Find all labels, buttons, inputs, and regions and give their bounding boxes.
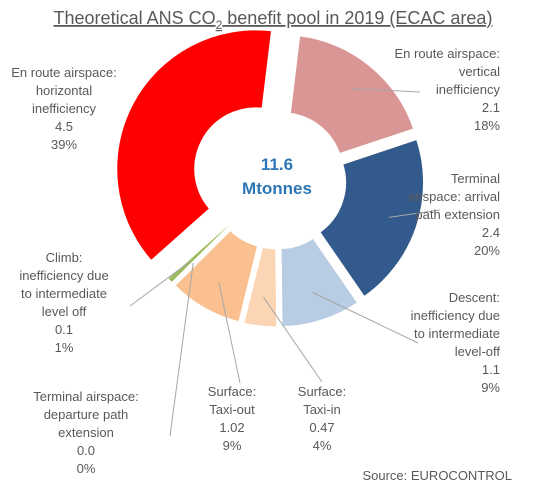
label-departure-line-0: Terminal airspace: [33, 389, 139, 404]
label-taxi-out-line-1: Taxi-out [209, 402, 255, 417]
pct-arrival: 20% [474, 243, 500, 258]
pct-descent: 9% [481, 380, 500, 395]
label-horizontal-line-1: horizontal [36, 83, 92, 98]
value-departure: 0.0 [77, 443, 95, 458]
label-climb-line-0: Climb: [46, 250, 83, 265]
pct-taxi-out: 9% [223, 438, 242, 453]
value-descent: 1.1 [482, 362, 500, 377]
pct-taxi-in: 4% [313, 438, 332, 453]
value-climb: 0.1 [55, 322, 73, 337]
label-descent-line-3: level-off [455, 344, 501, 359]
chart-title: Theoretical ANS CO2 benefit pool in 2019… [54, 8, 493, 32]
chart-title-subscript: 2 [216, 18, 223, 32]
label-descent-line-0: Descent: [449, 290, 500, 305]
label-horizontal-line-0: En route airspace: [11, 65, 117, 80]
label-taxi-in-line-0: Surface: [298, 384, 346, 399]
value-taxi-in: 0.47 [309, 420, 334, 435]
label-taxi-in: Surface: Taxi-in 0.47 4% [298, 384, 346, 453]
label-taxi-in-line-1: Taxi-in [303, 402, 341, 417]
label-horizontal: En route airspace: horizontal inefficiency… [11, 65, 117, 152]
label-descent-line-1: inefficiency due [411, 308, 500, 323]
leader-vertical [351, 88, 421, 93]
label-departure: Terminal airspace: departure path extensio… [33, 389, 139, 476]
value-taxi-out: 1.02 [219, 420, 244, 435]
slice-vertical [287, 33, 417, 157]
pct-vertical: 18% [474, 118, 500, 133]
pct-horizontal: 39% [51, 137, 77, 152]
pct-climb: 1% [55, 340, 74, 355]
label-taxi-out: Surface: Taxi-out 1.02 9% [208, 384, 256, 453]
chart-title-suffix: benefit pool in 2019 (ECAC area) [222, 8, 492, 28]
value-arrival: 2.4 [482, 225, 500, 240]
source-note: Source: EUROCONTROL [362, 468, 512, 483]
leader-lines [129, 88, 441, 437]
label-horizontal-line-2: inefficiency [32, 101, 97, 116]
label-arrival-line-1: airspace: arrival [408, 189, 500, 204]
leader-climb [129, 260, 192, 307]
value-vertical: 2.1 [482, 100, 500, 115]
slice-labels: En route airspace: vertical inefficiency 2.… [11, 46, 500, 476]
leader-taxi-out [218, 282, 241, 384]
center-unit: Mtonnes [242, 179, 312, 198]
label-arrival: Terminal airspace: arrival path extension 2… [408, 171, 500, 258]
slices-group [114, 27, 427, 330]
label-vertical-line-0: En route airspace: [394, 46, 500, 61]
slice-taxi-out [171, 227, 261, 325]
label-climb-line-2: to intermediate [21, 286, 107, 301]
slice-arrival [316, 136, 427, 300]
label-arrival-line-2: path extension [415, 207, 500, 222]
slice-taxi-in [240, 244, 280, 330]
leader-departure [169, 263, 194, 437]
label-climb-line-1: inefficiency due [19, 268, 108, 283]
chart-title-prefix: Theoretical ANS CO [54, 8, 216, 28]
leader-arrival [388, 209, 441, 218]
label-departure-line-1: departure path [44, 407, 129, 422]
label-climb-line-3: level off [42, 304, 87, 319]
value-horizontal: 4.5 [55, 119, 73, 134]
leader-descent [312, 292, 419, 344]
slice-horizontal [114, 27, 275, 265]
label-taxi-out-line-0: Surface: [208, 384, 256, 399]
label-climb: Climb: inefficiency due to intermediate lev… [19, 250, 108, 355]
slice-climb [164, 223, 231, 287]
label-descent-line-2: to intermediate [414, 326, 500, 341]
label-vertical-line-2: inefficiency [436, 82, 501, 97]
label-departure-line-2: extension [58, 425, 114, 440]
label-vertical-line-1: vertical [459, 64, 500, 79]
pct-departure: 0% [77, 461, 96, 476]
label-vertical: En route airspace: vertical inefficiency 2.… [394, 46, 500, 133]
leader-taxi-in [263, 296, 323, 383]
center-value: 11.6 [261, 155, 293, 174]
label-descent: Descent: inefficiency due to intermediate l… [411, 290, 501, 395]
label-arrival-line-0: Terminal [451, 171, 500, 186]
